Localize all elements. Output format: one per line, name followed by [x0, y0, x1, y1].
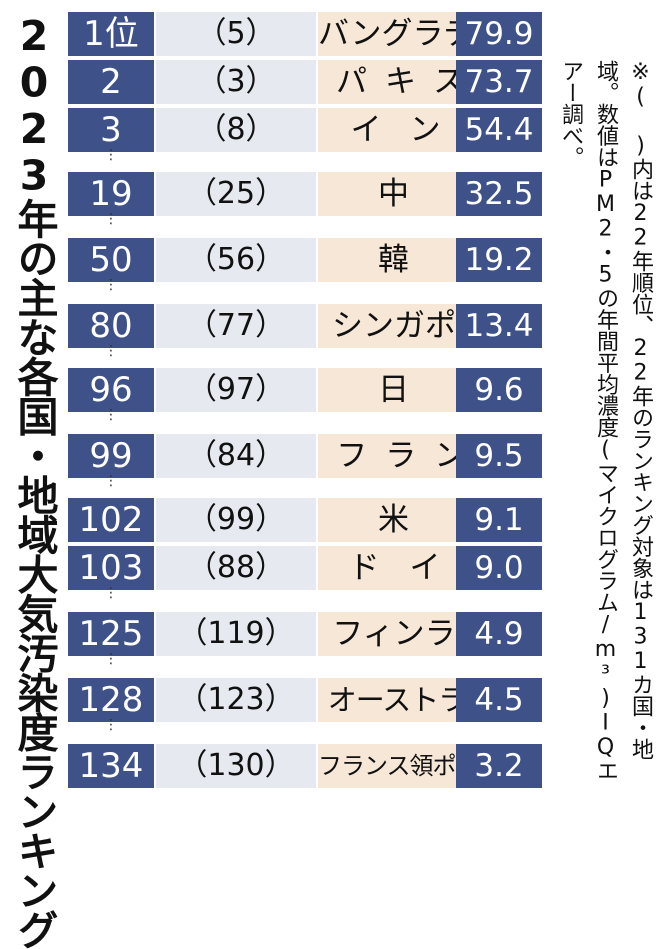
value-cell: 13.4 — [456, 304, 542, 348]
gap-dots: ⋮ — [104, 147, 118, 163]
table-row: 2 （3） パキスタン 73.7 — [68, 60, 544, 104]
gap-dots: ⋮ — [104, 343, 118, 359]
rank-cell: 50 — [68, 238, 154, 282]
gap-dots: ⋮ — [104, 473, 118, 489]
value-cell: 9.5 — [456, 434, 542, 478]
table-row: 103 （88） ドイツ 9.0 — [68, 546, 544, 590]
previous-rank-cell: （5） — [156, 12, 316, 56]
table-row: 50 （56） 韓国 19.2 — [68, 238, 544, 282]
row-gap: ⋮ — [68, 277, 154, 302]
previous-rank-cell: （123） — [156, 678, 316, 722]
table-row: 128 （123） オーストラリア 4.5 — [68, 678, 544, 722]
rank-cell: 3 — [68, 108, 154, 152]
gap-dots: ⋮ — [104, 407, 118, 423]
value-cell: 4.5 — [456, 678, 542, 722]
value-cell: 79.9 — [456, 12, 542, 56]
rank-cell: 2 — [68, 60, 154, 104]
rank-cell: 1位 — [68, 12, 154, 56]
table-row: 99 （84） フランス 9.5 — [68, 434, 544, 478]
table-row: 3 （8） インド 54.4 — [68, 108, 544, 152]
rank-cell: 125 — [68, 612, 154, 656]
value-cell: 9.0 — [456, 546, 542, 590]
table-row: 1位 （5） バングラデシュ 79.9 — [68, 12, 544, 56]
row-gap: ⋮ — [68, 651, 154, 676]
previous-rank-cell: （119） — [156, 612, 316, 656]
previous-rank-cell: （3） — [156, 60, 316, 104]
previous-rank-cell: （77） — [156, 304, 316, 348]
previous-rank-cell: （84） — [156, 434, 316, 478]
row-gap: ⋮ — [68, 147, 154, 172]
row-gap: ⋮ — [68, 473, 154, 498]
table-row: 102 （99） 米国 9.1 — [68, 498, 544, 542]
value-cell: 9.1 — [456, 498, 542, 542]
row-gap: ⋮ — [68, 717, 154, 742]
gap-dots: ⋮ — [104, 277, 118, 293]
row-gap: ⋮ — [68, 211, 154, 236]
rank-cell: 19 — [68, 172, 154, 216]
footnote: ※( )内は22年順位、22年のランキング対象は131カ国・地域。数値はPM2・… — [558, 60, 653, 781]
value-cell: 32.5 — [456, 172, 542, 216]
value-cell: 9.6 — [456, 368, 542, 412]
previous-rank-cell: （88） — [156, 546, 316, 590]
table-row: 80 （77） シンガポール 13.4 — [68, 304, 544, 348]
previous-rank-cell: （25） — [156, 172, 316, 216]
gap-dots: ⋮ — [104, 585, 118, 601]
previous-rank-cell: （130） — [156, 744, 316, 788]
rank-cell: 99 — [68, 434, 154, 478]
gap-dots: ⋮ — [104, 651, 118, 667]
row-gap: ⋮ — [68, 343, 154, 368]
row-gap: ⋮ — [68, 407, 154, 432]
rank-cell: 128 — [68, 678, 154, 722]
gap-dots: ⋮ — [104, 211, 118, 227]
previous-rank-cell: （99） — [156, 498, 316, 542]
value-cell: 4.9 — [456, 612, 542, 656]
value-cell: 19.2 — [456, 238, 542, 282]
rank-cell: 96 — [68, 368, 154, 412]
rank-cell: 103 — [68, 546, 154, 590]
table-row: 19 （25） 中国 32.5 — [68, 172, 544, 216]
rank-cell: 80 — [68, 304, 154, 348]
ranking-table: 1位 （5） バングラデシュ 79.9 2 （3） パキスタン 73.7 3 （… — [68, 12, 544, 788]
table-row: 96 （97） 日本 9.6 — [68, 368, 544, 412]
table-row: 125 （119） フィンランド 4.9 — [68, 612, 544, 656]
row-gap: ⋮ — [68, 585, 154, 610]
rank-cell: 134 — [68, 744, 154, 788]
previous-rank-cell: （56） — [156, 238, 316, 282]
previous-rank-cell: （97） — [156, 368, 316, 412]
rank-cell: 102 — [68, 498, 154, 542]
value-cell: 73.7 — [456, 60, 542, 104]
gap-dots: ⋮ — [104, 717, 118, 733]
previous-rank-cell: （8） — [156, 108, 316, 152]
value-cell: 3.2 — [456, 744, 542, 788]
table-row: 134 （130） フランス領ポリネシア 3.2 — [68, 744, 544, 788]
value-cell: 54.4 — [456, 108, 542, 152]
